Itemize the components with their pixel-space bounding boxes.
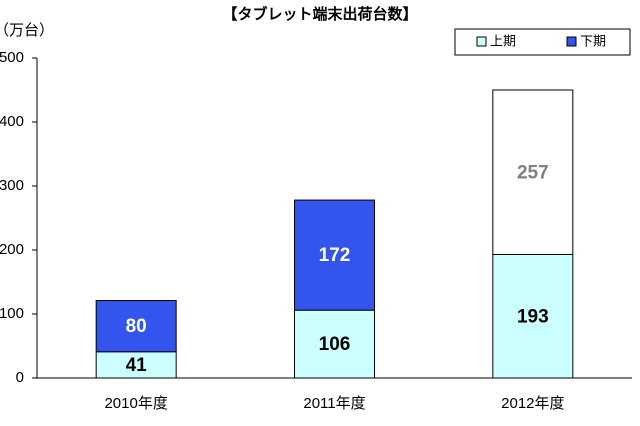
chart-title: 【タブレット端末出荷台数】 [222,5,417,23]
y-tick-label: 500 [0,49,24,66]
legend-label: 上期 [490,33,516,48]
y-axis-label: （万台） [0,22,54,39]
x-tick-label: 2011年度 [303,395,365,412]
data-label: 172 [319,245,351,266]
bar-segment [294,309,375,379]
legend-label: 下期 [580,33,606,48]
data-label: 193 [517,306,549,327]
data-label: 41 [126,355,148,376]
y-tick-label: 200 [0,241,24,258]
y-tick-label: 400 [0,113,24,130]
x-tick-label: 2010年度 [104,395,167,412]
bar-segment [95,351,177,379]
data-label: 106 [319,334,351,355]
bar-segment [95,300,177,353]
bar-segment [492,253,574,379]
y-tick-label: 300 [0,177,24,194]
y-tick-label: 0 [16,369,24,386]
legend-swatch [566,36,577,47]
bar-segment [294,199,375,311]
legend-swatch [476,36,487,47]
x-tick-label: 2012年度 [501,395,564,412]
bar-segment [492,89,574,255]
data-label: 80 [126,316,147,337]
y-tick-label: 100 [0,305,24,322]
data-label: 257 [517,162,549,183]
